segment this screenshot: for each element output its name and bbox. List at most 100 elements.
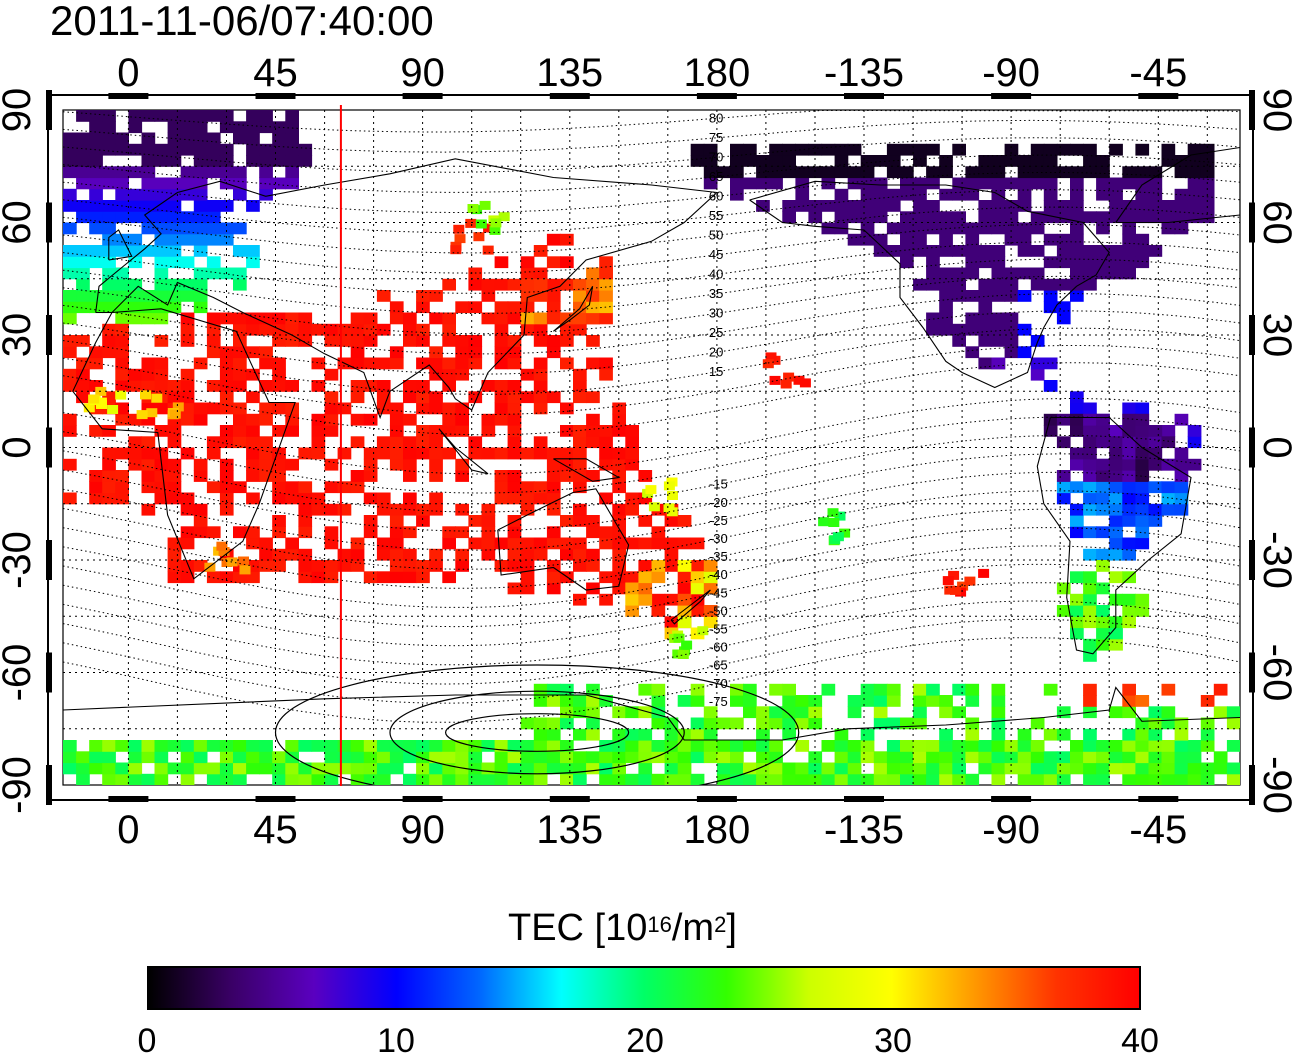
tec-cell <box>1122 200 1136 212</box>
tec-cell <box>799 378 811 388</box>
tec-cell <box>311 425 326 437</box>
tec-cell <box>1122 447 1136 460</box>
tec-cell <box>690 683 705 696</box>
tec-cell <box>76 773 90 785</box>
tec-cell <box>363 492 378 505</box>
tec-cell <box>1083 143 1097 156</box>
magnetic-latitude-label: 35 <box>709 286 723 301</box>
tec-cell <box>743 143 757 156</box>
tec-cell <box>573 391 587 404</box>
tec-cell <box>533 312 548 325</box>
tec-cell <box>429 503 443 516</box>
tec-cell <box>1043 728 1058 741</box>
tec-cell <box>716 740 731 752</box>
tec-cell <box>298 773 313 785</box>
tec-cell <box>350 481 365 494</box>
tec-cell <box>978 278 993 291</box>
top-longitude-label: -135 <box>824 51 904 95</box>
tec-cell <box>206 110 221 122</box>
tec-cell <box>1174 503 1189 516</box>
left-axis-tick <box>46 90 52 130</box>
tec-cell <box>259 537 273 550</box>
tec-cell <box>102 143 116 156</box>
tec-cell <box>128 290 143 302</box>
tec-cell <box>494 447 509 460</box>
tec-cell <box>847 762 862 775</box>
tec-cell <box>612 740 626 752</box>
tec-cell <box>991 177 1006 190</box>
tec-cell <box>180 773 195 785</box>
tec-cell <box>324 335 339 347</box>
tec-cell <box>939 751 953 764</box>
tec-cell <box>1109 762 1123 775</box>
tec-cell <box>154 335 169 347</box>
tec-cell <box>612 503 626 516</box>
tec-cell <box>259 188 273 201</box>
tec-cell <box>442 773 456 785</box>
tec-cell <box>716 717 731 730</box>
tec-cell <box>455 503 469 516</box>
tec-cell <box>1148 717 1163 730</box>
tec-cell <box>1083 402 1097 415</box>
tec-cell <box>886 773 901 785</box>
tec-cell <box>298 323 313 336</box>
magnetic-latitude-label: 65 <box>709 169 723 184</box>
tec-cell <box>88 394 100 404</box>
tec-cell <box>991 683 1006 696</box>
tec-cell <box>429 290 443 302</box>
tec-cell <box>586 335 600 347</box>
tec-cell <box>520 582 535 595</box>
tec-cell <box>180 110 195 122</box>
tec-cell <box>494 762 509 775</box>
tec-cell <box>1004 751 1019 764</box>
coastline <box>72 308 296 580</box>
tec-cell <box>612 425 626 437</box>
tec-cell <box>154 290 169 302</box>
tec-cell <box>573 695 587 707</box>
tec-cell <box>991 335 1006 347</box>
tec-cell <box>1174 413 1189 426</box>
tec-cell <box>233 402 247 415</box>
tec-cell <box>89 155 103 167</box>
tec-cell <box>1070 762 1084 775</box>
tec-cell <box>429 470 443 482</box>
tec-cell <box>1070 391 1084 404</box>
tec-cell <box>1070 233 1084 246</box>
tec-cell <box>913 683 927 696</box>
tec-cell <box>1083 638 1097 651</box>
tec-cell <box>913 233 927 246</box>
tec-cell <box>1070 245 1084 257</box>
tec-cell <box>403 380 417 392</box>
tec-cell <box>978 357 993 370</box>
top-longitude-label: 135 <box>536 51 603 95</box>
tec-cell <box>900 773 914 785</box>
tec-cell <box>677 650 689 659</box>
tec-cell <box>560 695 574 707</box>
tec-cell <box>416 380 430 392</box>
magnetic-latitude-label: 30 <box>709 305 723 320</box>
tec-cell <box>913 200 927 212</box>
tec-cell <box>703 751 718 764</box>
top-axis-tick <box>255 93 296 99</box>
tec-cell <box>442 380 456 392</box>
tec-cell <box>1200 211 1215 224</box>
tec-cell <box>546 492 561 505</box>
tec-cell <box>442 357 456 370</box>
tec-cell <box>180 290 195 302</box>
tec-cell <box>638 537 653 550</box>
tec-cell <box>1030 267 1045 280</box>
tec-cell <box>259 166 273 179</box>
tec-cell <box>102 267 116 280</box>
tec-cell <box>1161 155 1176 167</box>
tec-cell <box>573 706 587 719</box>
tec-cell <box>1187 177 1202 190</box>
magnetic-latitude-label: -45 <box>709 585 728 600</box>
magnetic-latitude-contour <box>63 327 1240 395</box>
tec-cell <box>141 368 156 381</box>
tec-cell <box>141 773 156 785</box>
tec-cell <box>834 740 849 752</box>
tec-cell <box>703 560 718 572</box>
magnetic-latitude-contour <box>63 453 1240 532</box>
bottom-longitude-label: -45 <box>1129 808 1187 852</box>
tec-cell <box>1017 245 1032 257</box>
